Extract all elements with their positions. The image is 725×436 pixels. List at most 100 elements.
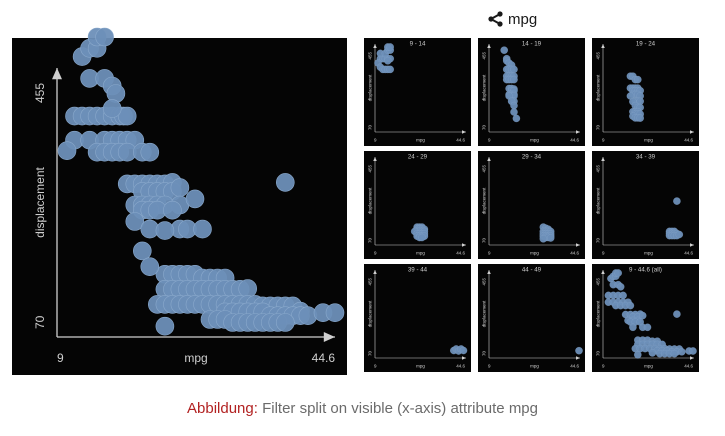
- scatter-points: [500, 46, 521, 123]
- x-tick-min: 9: [374, 138, 377, 143]
- data-point: [418, 233, 426, 242]
- y-tick-max: 455: [368, 52, 373, 60]
- data-point: [155, 221, 175, 240]
- y-tick-min: 70: [368, 124, 373, 130]
- x-tick-min: 9: [374, 251, 377, 256]
- data-point: [626, 301, 635, 310]
- data-point: [512, 114, 521, 123]
- x-axis-arrow: [462, 356, 466, 360]
- data-point: [117, 106, 137, 126]
- panel-background: [592, 151, 699, 259]
- y-tick-min: 70: [596, 124, 601, 130]
- x-tick-min: 9: [57, 351, 64, 365]
- y-axis-arrow: [601, 44, 605, 48]
- data-point: [636, 114, 644, 122]
- x-axis-arrow: [690, 356, 694, 360]
- data-point: [673, 197, 681, 205]
- y-tick-min: 70: [368, 237, 373, 243]
- y-axis-label: displacement: [368, 74, 373, 101]
- y-tick-min: 70: [368, 350, 373, 356]
- y-axis-label: displacement: [596, 74, 601, 101]
- scatter-points: [626, 72, 644, 122]
- data-point: [170, 178, 190, 197]
- data-point: [500, 46, 508, 54]
- split-attribute-label: mpg: [508, 10, 538, 28]
- y-axis-label: displacement: [482, 300, 487, 327]
- data-point: [634, 351, 642, 359]
- x-axis-label: mpg: [530, 251, 539, 256]
- data-point: [673, 310, 681, 318]
- data-point: [634, 75, 642, 84]
- x-axis-arrow: [462, 130, 466, 134]
- y-axis-arrow: [52, 68, 62, 80]
- scatter-points: [374, 43, 394, 74]
- data-point: [510, 108, 518, 116]
- panel-title: 34 - 39: [636, 154, 656, 161]
- x-tick-max: 44.6: [570, 251, 579, 256]
- panel-title: 29 - 34: [522, 154, 542, 161]
- y-tick-min: 70: [596, 237, 601, 243]
- x-tick-max: 44.6: [456, 251, 465, 256]
- split-panel-8: 9 44.6 mpg 70 455 displacement 44 - 49: [478, 264, 585, 372]
- y-axis-arrow: [601, 270, 605, 274]
- data-point: [275, 313, 295, 332]
- x-axis-arrow: [690, 130, 694, 134]
- panel-title: 19 - 24: [636, 41, 656, 48]
- scatter-points: [604, 269, 697, 359]
- y-tick-min: 70: [482, 124, 487, 130]
- x-axis-arrow: [323, 332, 335, 342]
- y-axis-arrow: [487, 270, 491, 274]
- data-point: [102, 99, 122, 118]
- scatter-points: [575, 346, 583, 355]
- caption-label: Abbildung:: [187, 400, 258, 417]
- y-tick-min: 70: [596, 350, 601, 356]
- scatter-points: [410, 223, 429, 242]
- share-icon: [488, 11, 504, 27]
- data-point: [185, 189, 205, 209]
- split-panel-4: 9 44.6 mpg 70 455 displacement 24 - 29: [364, 151, 471, 259]
- y-tick-max: 455: [33, 83, 47, 103]
- x-tick-max: 44.6: [570, 364, 579, 369]
- y-axis-label: displacement: [596, 300, 601, 327]
- y-axis-label: displacement: [482, 74, 487, 101]
- panel-title: 24 - 29: [408, 154, 428, 161]
- x-tick-max: 44.6: [456, 138, 465, 143]
- x-axis-arrow: [576, 130, 580, 134]
- data-point: [689, 347, 697, 355]
- data-point: [539, 235, 548, 243]
- data-point: [386, 43, 394, 51]
- scatter-points: [539, 223, 555, 243]
- data-point: [133, 241, 152, 261]
- y-axis-label: displacement: [368, 187, 373, 214]
- y-tick-max: 455: [596, 278, 601, 286]
- data-point: [510, 75, 518, 84]
- data-point: [510, 65, 518, 74]
- y-tick-max: 455: [596, 52, 601, 60]
- figure-caption: Abbildung: Filter split on visible (x-ax…: [0, 400, 725, 417]
- y-tick-max: 455: [368, 165, 373, 173]
- panel-title: 9 - 44.6 (all): [629, 267, 662, 274]
- y-axis-arrow: [373, 44, 377, 48]
- x-tick-max: 44.6: [684, 138, 693, 143]
- scatter-points: [450, 345, 468, 355]
- data-point: [57, 141, 77, 160]
- main-scatter-panel: 9 44.6 mpg 70 455 displacement: [12, 27, 347, 375]
- x-axis-arrow: [576, 356, 580, 360]
- data-point: [459, 346, 468, 355]
- y-tick-max: 455: [596, 165, 601, 173]
- data-point: [614, 269, 622, 277]
- data-point: [275, 173, 295, 192]
- x-tick-min: 9: [602, 251, 605, 256]
- panel-background: [478, 264, 585, 372]
- data-point: [386, 65, 394, 74]
- x-tick-min: 9: [488, 251, 491, 256]
- x-tick-max: 44.6: [570, 138, 579, 143]
- panel-background: [364, 264, 471, 372]
- x-axis-label: mpg: [530, 138, 539, 143]
- y-axis-arrow: [487, 44, 491, 48]
- y-tick-max: 455: [368, 278, 373, 286]
- scatter-points: [665, 197, 684, 240]
- x-tick-max: 44.6: [312, 351, 336, 365]
- data-point: [140, 142, 160, 162]
